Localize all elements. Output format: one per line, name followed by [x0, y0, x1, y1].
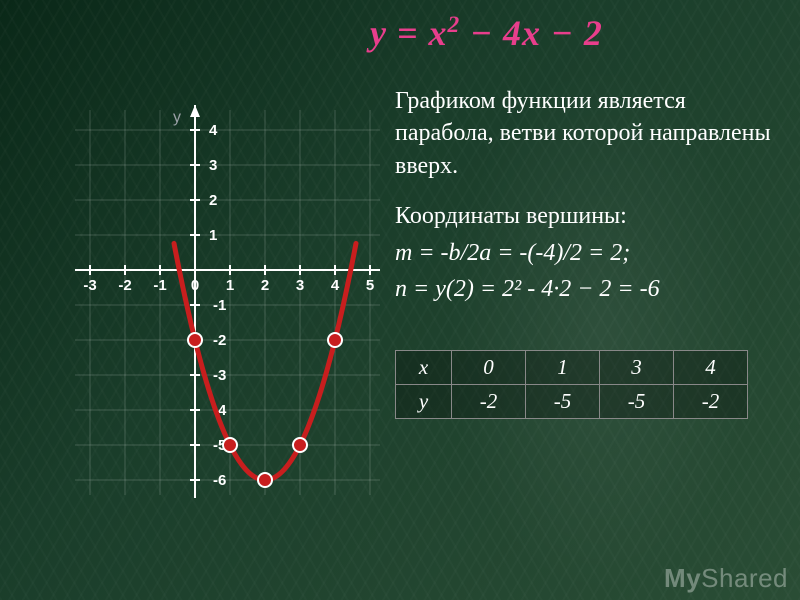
table-cell: y [396, 385, 452, 419]
table-header-cell: 0 [452, 351, 526, 385]
svg-text:-3: -3 [213, 367, 226, 384]
text-line-n: n = y(2) = 2² - 4·2 − 2 = -6 [395, 273, 785, 305]
svg-text:-3: -3 [83, 277, 96, 294]
svg-text:0: 0 [191, 277, 199, 294]
table-cell: -5 [526, 385, 600, 419]
svg-text:-1: -1 [213, 297, 226, 314]
table-cell: -2 [452, 385, 526, 419]
svg-text:1: 1 [226, 277, 234, 294]
table-cell: -5 [600, 385, 674, 419]
svg-text:4: 4 [209, 122, 218, 139]
watermark-suffix: Shared [701, 563, 788, 593]
text-para2: Координаты вершины: [395, 200, 785, 232]
explanation-text: Графиком функции является парабола, ветв… [395, 85, 785, 323]
text-para1: Графиком функции является парабола, ветв… [395, 85, 785, 182]
svg-text:2: 2 [209, 192, 217, 209]
text-line-m: m = -b/2a = -(-4)/2 = 2; [395, 237, 785, 269]
svg-text:-2: -2 [213, 332, 226, 349]
svg-text:-1: -1 [153, 277, 166, 294]
table-header-cell: 3 [600, 351, 674, 385]
watermark: MyShared [664, 563, 788, 594]
svg-text:1: 1 [209, 227, 217, 244]
parabola-chart: -3-2-10123456-6-5-4-3-2-11234xy [10, 55, 380, 525]
watermark-prefix: My [664, 563, 701, 593]
equation-title: у = х2 − 4х − 2 [370, 12, 603, 54]
svg-text:2: 2 [261, 277, 269, 294]
svg-text:-2: -2 [118, 277, 131, 294]
svg-text:y: y [173, 109, 181, 126]
table-header-cell: 4 [674, 351, 748, 385]
table-header-cell: x [396, 351, 452, 385]
svg-text:4: 4 [331, 277, 340, 294]
table-cell: -2 [674, 385, 748, 419]
svg-text:3: 3 [296, 277, 304, 294]
svg-text:-6: -6 [213, 472, 226, 489]
table-header-cell: 1 [526, 351, 600, 385]
svg-text:3: 3 [209, 157, 217, 174]
svg-text:5: 5 [366, 277, 374, 294]
value-table: x0134y-2-5-5-2 [395, 350, 748, 419]
